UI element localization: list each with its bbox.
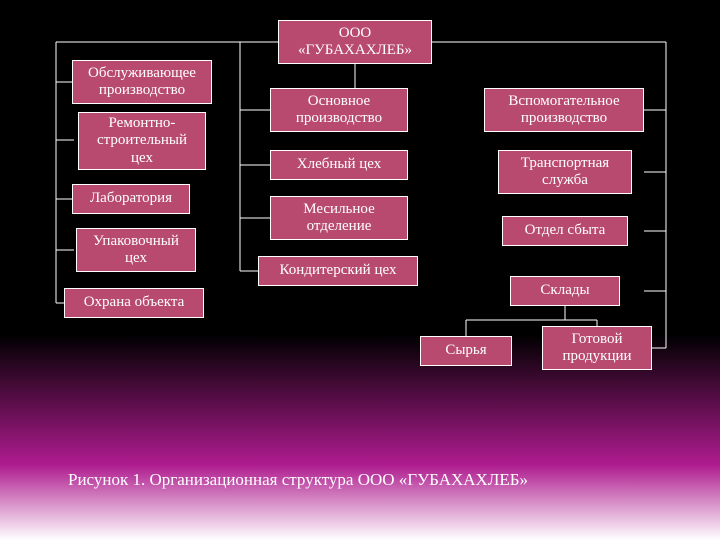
org-node-l3: Лаборатория [72,184,190,214]
org-node-r3: Отдел сбыта [502,216,628,246]
org-node-r4: Склады [510,276,620,306]
org-node-c4: Кондитерский цех [258,256,418,286]
org-node-r5: Сырья [420,336,512,366]
org-node-root: ООО«ГУБАХАХЛЕБ» [278,20,432,64]
org-node-r6: Готовойпродукции [542,326,652,370]
org-node-l2: Ремонтно-строительныйцех [78,112,206,170]
org-node-l4: Упаковочныйцех [76,228,196,272]
figure-caption: Рисунок 1. Организационная структура ООО… [68,470,528,490]
org-node-c2: Хлебный цех [270,150,408,180]
org-node-l1: Обслуживающеепроизводство [72,60,212,104]
org-node-r2: Транспортнаяслужба [498,150,632,194]
org-node-c3: Месильноеотделение [270,196,408,240]
org-node-l5: Охрана объекта [64,288,204,318]
org-node-c1: Основноепроизводство [270,88,408,132]
org-node-r1: Вспомогательноепроизводство [484,88,644,132]
